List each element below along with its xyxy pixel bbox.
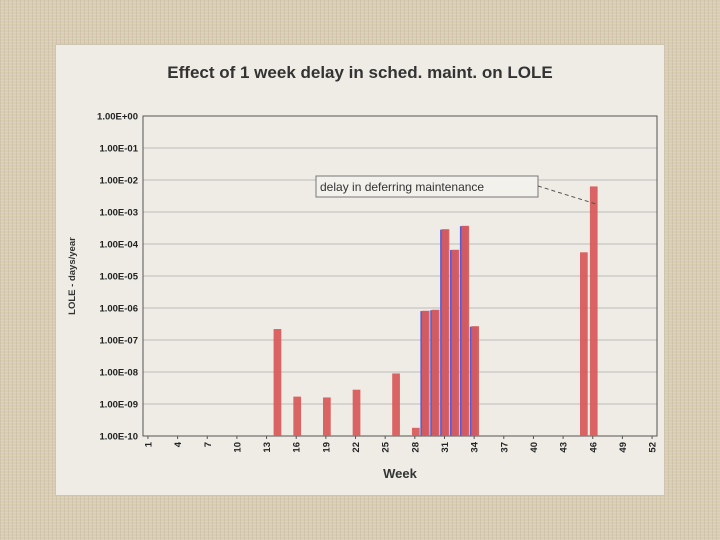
x-tick-label: 13 (262, 442, 273, 453)
x-tick-label: 28 (410, 442, 421, 453)
bar-delayed-week-26 (392, 373, 400, 436)
chart: Effect of 1 week delay in sched. maint. … (67, 63, 659, 481)
y-tick-label: 1.00E-02 (99, 176, 138, 187)
x-tick-label: 19 (321, 442, 332, 453)
y-tick-label: 1.00E-09 (99, 400, 138, 411)
x-tick-label: 4 (173, 441, 184, 447)
y-tick-label: 1.00E-08 (99, 368, 138, 379)
bar-delayed-week-29 (421, 310, 430, 436)
x-tick-label: 10 (232, 442, 243, 453)
bar-delayed-week-34 (471, 326, 479, 436)
slide-panel: Effect of 1 week delay in sched. maint. … (56, 45, 664, 495)
bar-delayed-week-30 (431, 309, 440, 436)
bar-delayed-week-46 (589, 186, 598, 436)
x-tick-label: 7 (203, 442, 214, 447)
annotation-text: delay in deferring maintenance (320, 180, 484, 194)
bars (273, 186, 598, 436)
bar-delayed-week-45 (580, 252, 588, 436)
plot-area (142, 115, 658, 437)
x-tick-label: 49 (618, 442, 629, 453)
bar-delayed-week-33 (461, 225, 470, 436)
chart-title: Effect of 1 week delay in sched. maint. … (167, 63, 552, 82)
y-tick-label: 1.00E-07 (99, 336, 138, 347)
annotation-leader (537, 185, 597, 205)
x-tick-label: 25 (381, 441, 392, 452)
bar-delayed-week-22 (352, 389, 361, 436)
x-axis-title: Week (383, 466, 417, 481)
x-axis: 1 4 7 10 13 16 19 22 25 28 31 34 37 40 43 46 49 52 (143, 436, 659, 453)
x-tick-label: 22 (351, 442, 362, 453)
bar-delayed-week-16 (293, 396, 302, 436)
x-tick-label: 1 (143, 441, 154, 447)
x-tick-label: 40 (529, 442, 540, 453)
y-tick-label: 1.00E+00 (97, 112, 138, 123)
y-tick-label: 1.00E-06 (99, 304, 138, 315)
y-tick-label: 1.00E-10 (99, 432, 138, 443)
x-tick-label: 43 (559, 442, 570, 453)
bar-delayed-week-19 (323, 397, 331, 436)
x-tick-label: 31 (440, 441, 451, 452)
y-axis-title: LOLE - days/year (67, 237, 78, 315)
y-tick-label: 1.00E-03 (99, 208, 138, 219)
bar-delayed-week-14 (273, 329, 282, 436)
x-tick-label: 52 (648, 442, 659, 453)
y-axis: 1.00E+00 1.00E-01 1.00E-02 1.00E-03 1.00E-04… (97, 112, 139, 443)
annotation: delay in deferring maintenance (315, 175, 597, 205)
y-tick-label: 1.00E-01 (99, 144, 138, 155)
x-tick-label: 34 (470, 441, 481, 452)
x-tick-label: 16 (292, 442, 303, 453)
bar-delayed-week-28 (411, 427, 420, 436)
x-tick-label: 46 (588, 442, 599, 453)
bar-delayed-week-32 (451, 249, 460, 436)
y-tick-label: 1.00E-04 (99, 240, 138, 251)
bar-delayed-week-31 (441, 229, 450, 436)
grid-layer (143, 147, 657, 405)
x-tick-label: 37 (499, 442, 510, 453)
y-tick-label: 1.00E-05 (99, 272, 138, 283)
